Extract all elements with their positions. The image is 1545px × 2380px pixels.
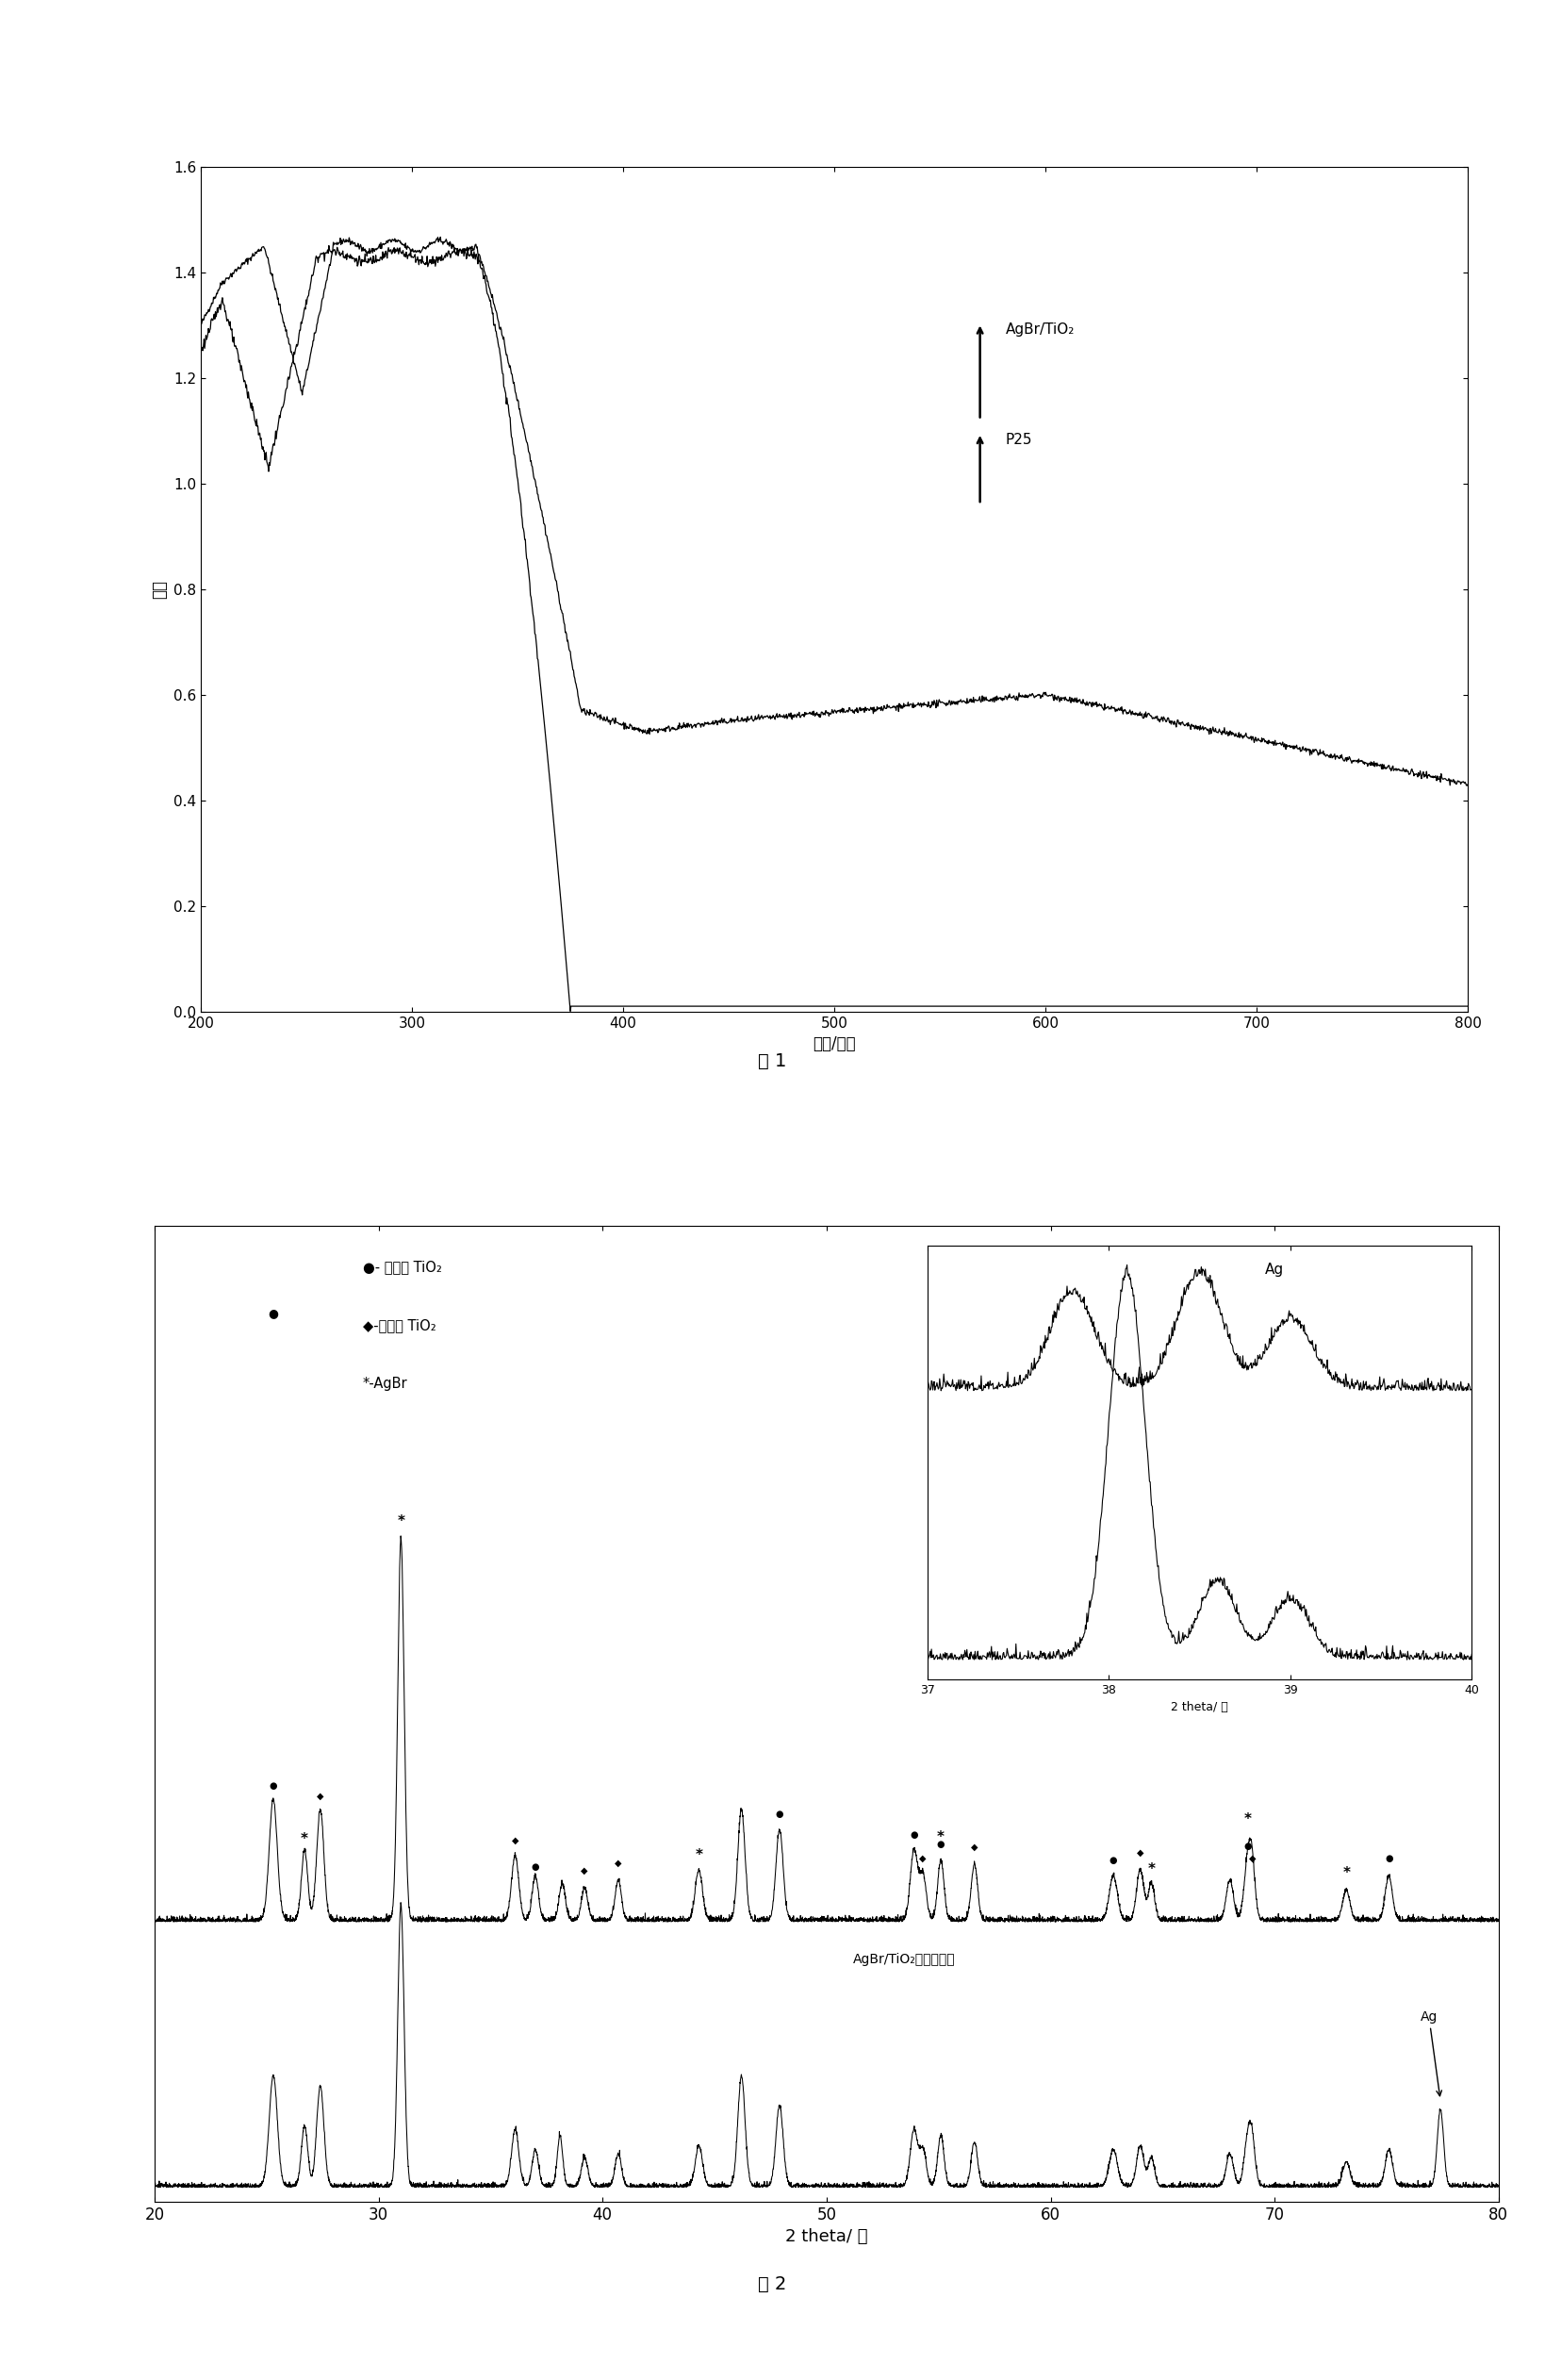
Text: ◆: ◆ (511, 1835, 519, 1844)
Text: ●: ● (776, 1809, 783, 1818)
Text: ◆: ◆ (615, 1859, 621, 1868)
Text: ◆: ◆ (1137, 1847, 1143, 1856)
Text: ◆: ◆ (1248, 1854, 1256, 1864)
Text: ●: ● (269, 1307, 278, 1319)
Text: *: * (301, 1833, 309, 1847)
Text: ●: ● (936, 1840, 946, 1849)
X-axis label: 波长/纳米: 波长/纳米 (813, 1035, 856, 1052)
Text: *: * (397, 1514, 405, 1528)
X-axis label: 2 theta/ 度: 2 theta/ 度 (785, 2228, 868, 2244)
Y-axis label: 强度: 强度 (151, 581, 168, 597)
Text: *: * (695, 1849, 703, 1861)
Text: ◆: ◆ (970, 1842, 978, 1852)
Text: AgBr/TiO₂（光照前）: AgBr/TiO₂（光照前） (1007, 1640, 1111, 1654)
Text: AgBr/TiO₂（光照后）: AgBr/TiO₂（光照后） (853, 1952, 956, 1966)
Text: *: * (1343, 1866, 1350, 1880)
Text: ●- 锐针矿 TiO₂: ●- 锐针矿 TiO₂ (363, 1259, 442, 1273)
Text: ◆: ◆ (317, 1792, 324, 1802)
Text: ◆: ◆ (919, 1854, 927, 1864)
Text: ●: ● (1244, 1842, 1251, 1852)
Text: ●: ● (269, 1783, 277, 1790)
Text: ●: ● (1384, 1854, 1394, 1864)
Text: ◆-金红石 TiO₂: ◆-金红石 TiO₂ (363, 1319, 436, 1333)
Text: AgBr/TiO₂: AgBr/TiO₂ (1006, 324, 1074, 338)
Text: ●: ● (910, 1830, 918, 1840)
Text: 图 2: 图 2 (759, 2275, 786, 2294)
Text: ◆: ◆ (581, 1866, 589, 1875)
Text: *: * (938, 1830, 944, 1844)
Text: 图 1: 图 1 (759, 1052, 786, 1071)
Text: *-AgBr: *-AgBr (363, 1378, 408, 1390)
Text: ●: ● (1109, 1856, 1117, 1866)
Text: Ag: Ag (1420, 2011, 1441, 2097)
Text: *: * (1148, 1861, 1156, 1875)
Text: ●: ● (531, 1861, 539, 1871)
Text: *: * (1244, 1811, 1251, 1825)
Text: P25: P25 (1006, 433, 1032, 447)
